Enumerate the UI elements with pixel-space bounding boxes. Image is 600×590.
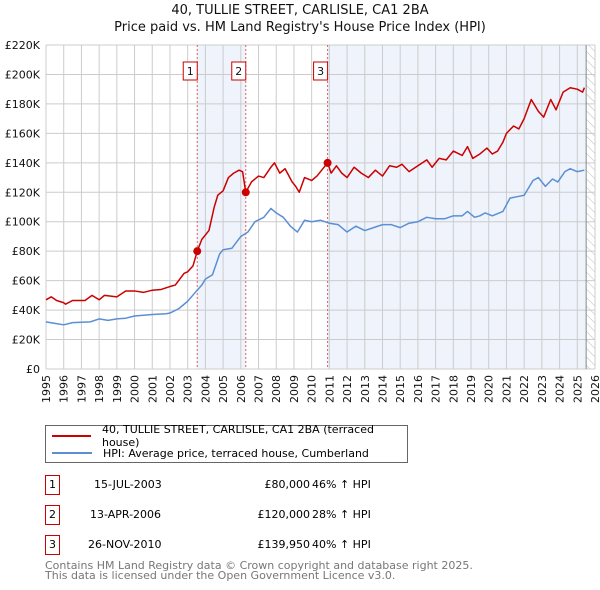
sale-price: £120,000 (257, 508, 311, 521)
sale-marker-label: 3 (317, 65, 324, 78)
legend-item-property: 40, TULLIE STREET, CARLISLE, CA1 2BA (te… (52, 423, 407, 449)
x-tick-label: 2024 (554, 375, 567, 403)
sale-row: 2 13-APR-2006 £120,000 28% ↑ HPI (45, 505, 425, 525)
y-tick-label: £140K (5, 157, 41, 170)
shaded-region (197, 45, 246, 369)
shaded-region (327, 45, 587, 369)
x-tick-label: 2016 (412, 375, 425, 403)
x-tick-label: 2005 (217, 375, 230, 403)
sale-marker: 3 (45, 535, 60, 555)
sale-marker: 1 (45, 475, 60, 495)
legend-swatch-red (52, 435, 91, 437)
x-tick-label: 2025 (571, 375, 584, 403)
x-tick-label: 2011 (323, 375, 336, 403)
x-tick-label: 2019 (465, 375, 478, 403)
y-tick-label: £120K (5, 186, 41, 199)
legend: 40, TULLIE STREET, CARLISLE, CA1 2BA (te… (45, 423, 408, 463)
x-tick-label: 2013 (359, 375, 372, 403)
y-tick-label: £220K (5, 39, 41, 52)
sale-row: 1 15-JUL-2003 £80,000 46% ↑ HPI (45, 475, 425, 495)
sale-hpi: 46% ↑ HPI (312, 478, 371, 491)
x-tick-label: 1996 (58, 375, 71, 403)
x-tick-label: 2017 (430, 375, 443, 403)
x-tick-label: 2020 (483, 375, 496, 403)
series-line (45, 86, 586, 305)
footer-licence: This data is licensed under the Open Gov… (45, 569, 396, 582)
sale-marker-label: 2 (235, 65, 242, 78)
x-tick-label: 2000 (129, 375, 142, 403)
sale-point (193, 247, 202, 256)
x-tick-label: 2026 (589, 375, 600, 403)
sale-row: 3 26-NOV-2010 £139,950 40% ↑ HPI (45, 535, 425, 555)
legend-swatch-blue (52, 452, 92, 454)
y-tick-label: £60K (12, 275, 41, 288)
x-tick-label: 2021 (500, 375, 513, 403)
footer-copyright: Contains HM Land Registry data © Crown c… (45, 559, 473, 572)
y-tick-label: £200K (5, 68, 41, 81)
sale-marker-box (182, 61, 198, 81)
sale-point (241, 188, 250, 197)
x-tick-label: 1997 (75, 375, 88, 403)
legend-label: HPI: Average price, terraced house, Cumb… (103, 446, 369, 460)
legend-label: 40, TULLIE STREET, CARLISLE, CA1 2BA (te… (101, 423, 374, 449)
y-tick-label: £80K (12, 245, 41, 258)
y-tick-label: £100K (5, 216, 41, 229)
sale-price: £139,950 (257, 538, 311, 551)
x-tick-label: 2006 (235, 375, 248, 403)
series-line (45, 167, 585, 326)
sale-point (323, 158, 332, 167)
x-tick-label: 1999 (111, 375, 124, 403)
sale-price: £80,000 (264, 478, 311, 491)
sale-marker-box (313, 61, 329, 81)
x-tick-label: 2023 (536, 375, 549, 403)
y-tick-label: £160K (5, 127, 41, 140)
x-tick-label: 2007 (253, 375, 266, 403)
x-tick-label: 1995 (40, 375, 53, 403)
sale-hpi: 28% ↑ HPI (312, 508, 371, 521)
sale-date: 26-NOV-2010 (88, 538, 162, 551)
x-tick-label: 2003 (182, 375, 195, 403)
x-tick-label: 2010 (306, 375, 319, 403)
x-tick-label: 2009 (288, 375, 301, 403)
y-tick-label: £0 (26, 363, 40, 376)
sale-marker: 2 (45, 505, 60, 525)
sale-date: 13-APR-2006 (90, 508, 162, 521)
y-tick-label: £40K (12, 304, 41, 317)
x-tick-label: 2014 (376, 375, 389, 403)
x-tick-label: 2018 (447, 375, 460, 403)
forecast-hatch (586, 45, 595, 369)
sale-hpi: 40% ↑ HPI (312, 538, 371, 551)
y-tick-label: £180K (5, 98, 41, 111)
chart-subtitle: Price paid vs. HM Land Registry's House … (114, 20, 486, 35)
price-chart: 1995 1996 1997 1998 1999 2000 2001 2002 2003 2004… (5, 39, 600, 403)
sale-marker-box (231, 61, 247, 81)
x-tick-label: 2002 (164, 375, 177, 403)
x-tick-label: 2022 (518, 375, 531, 403)
sale-date: 15-JUL-2003 (94, 478, 162, 491)
x-tick-label: 1998 (93, 375, 106, 403)
x-tick-label: 2004 (199, 375, 212, 403)
x-tick-label: 2001 (146, 375, 159, 403)
legend-item-hpi: HPI: Average price, terraced house, Cumb… (52, 445, 369, 461)
x-tick-label: 2012 (341, 375, 354, 403)
sale-marker-label: 1 (187, 65, 194, 78)
x-tick-label: 2015 (394, 375, 407, 403)
x-tick-label: 2008 (270, 375, 283, 403)
y-tick-label: £20K (12, 334, 41, 347)
chart-title: 40, TULLIE STREET, CARLISLE, CA1 2BA (171, 3, 429, 18)
